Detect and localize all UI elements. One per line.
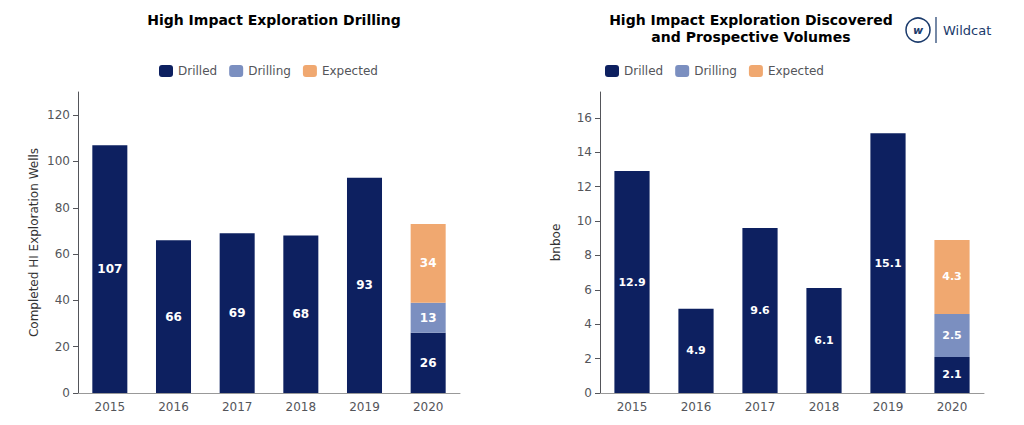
svg-text:and Prospective Volumes: and Prospective Volumes xyxy=(651,29,850,45)
svg-text:Completed HI Exploration Wells: Completed HI Exploration Wells xyxy=(27,148,41,337)
svg-text:2019: 2019 xyxy=(873,400,904,414)
svg-text:107: 107 xyxy=(97,262,122,276)
svg-text:4.9: 4.9 xyxy=(686,344,706,357)
svg-text:34: 34 xyxy=(420,256,437,270)
svg-text:100: 100 xyxy=(47,154,70,168)
svg-text:12: 12 xyxy=(577,180,592,194)
svg-text:Wildcat: Wildcat xyxy=(943,23,991,38)
svg-text:4.3: 4.3 xyxy=(942,270,962,283)
svg-text:2015: 2015 xyxy=(617,400,648,414)
svg-text:15.1: 15.1 xyxy=(874,257,901,270)
svg-text:Expected: Expected xyxy=(768,64,824,78)
svg-text:2017: 2017 xyxy=(745,400,776,414)
svg-text:2020: 2020 xyxy=(937,400,968,414)
svg-text:2019: 2019 xyxy=(349,400,380,414)
svg-text:2.5: 2.5 xyxy=(942,329,962,342)
svg-text:13: 13 xyxy=(420,311,437,325)
svg-text:66: 66 xyxy=(165,310,182,324)
svg-text:80: 80 xyxy=(55,201,70,215)
svg-text:Drilled: Drilled xyxy=(178,64,217,78)
svg-text:0: 0 xyxy=(62,386,70,400)
svg-text:0: 0 xyxy=(584,386,592,400)
svg-text:26: 26 xyxy=(420,356,437,370)
svg-text:12.9: 12.9 xyxy=(618,276,645,289)
svg-text:2018: 2018 xyxy=(286,400,317,414)
svg-text:2: 2 xyxy=(584,352,592,366)
svg-text:6.1: 6.1 xyxy=(814,334,834,347)
svg-text:9.6: 9.6 xyxy=(750,304,770,317)
svg-text:2015: 2015 xyxy=(95,400,126,414)
svg-text:bnboe: bnboe xyxy=(549,224,563,262)
svg-text:Drilling: Drilling xyxy=(694,64,737,78)
svg-text:2.1: 2.1 xyxy=(942,368,962,381)
svg-text:High Impact Exploration Discov: High Impact Exploration Discovered xyxy=(609,12,893,28)
svg-text:20: 20 xyxy=(55,340,70,354)
svg-text:2017: 2017 xyxy=(222,400,253,414)
svg-text:Expected: Expected xyxy=(322,64,378,78)
svg-text:68: 68 xyxy=(292,307,309,321)
svg-text:2020: 2020 xyxy=(413,400,444,414)
svg-text:Drilling: Drilling xyxy=(248,64,291,78)
svg-text:16: 16 xyxy=(577,111,592,125)
svg-text:2018: 2018 xyxy=(809,400,840,414)
svg-text:40: 40 xyxy=(55,293,70,307)
svg-text:14: 14 xyxy=(577,145,592,159)
svg-text:2016: 2016 xyxy=(681,400,712,414)
svg-text:6: 6 xyxy=(584,283,592,297)
svg-text:69: 69 xyxy=(229,306,246,320)
svg-text:4: 4 xyxy=(584,317,592,331)
svg-text:Drilled: Drilled xyxy=(624,64,663,78)
svg-text:93: 93 xyxy=(356,278,373,292)
svg-text:High Impact Exploration Drilli: High Impact Exploration Drilling xyxy=(147,12,401,28)
svg-text:10: 10 xyxy=(577,214,592,228)
svg-text:8: 8 xyxy=(584,248,592,262)
svg-text:2016: 2016 xyxy=(158,400,189,414)
svg-text:120: 120 xyxy=(47,108,70,122)
svg-text:60: 60 xyxy=(55,247,70,261)
svg-text:w: w xyxy=(913,24,924,37)
